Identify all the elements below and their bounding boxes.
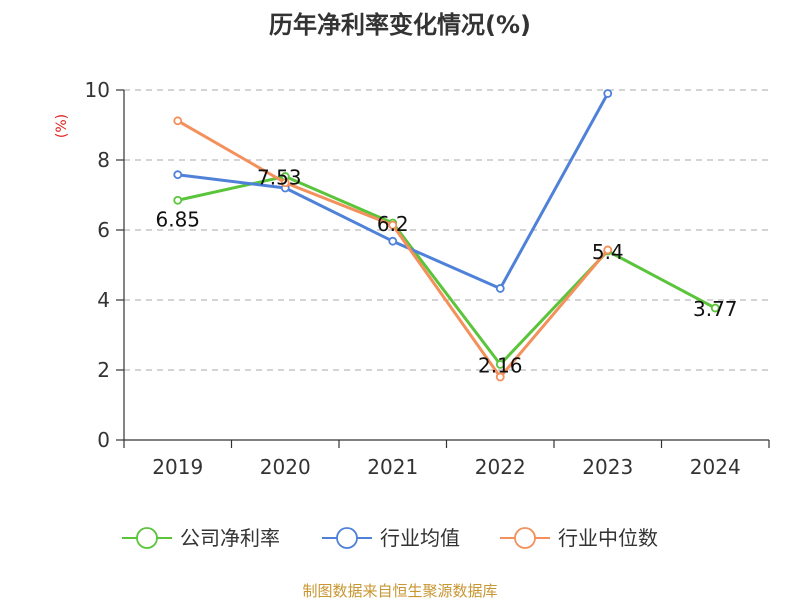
legend-label: 公司净利率: [180, 526, 280, 550]
data-label: 6.85: [155, 207, 200, 231]
data-point: [603, 245, 613, 255]
data-label: 6.2: [377, 212, 409, 236]
y-tick-label: 0: [97, 428, 110, 452]
data-point: [173, 116, 183, 126]
legend-marker: [514, 527, 536, 549]
y-tick-label: 2: [97, 358, 110, 382]
legend-label: 行业中位数: [558, 526, 658, 550]
x-tick-label: 2023: [582, 455, 633, 479]
legend-marker: [336, 527, 358, 549]
data-point: [173, 195, 183, 205]
y-tick-label: 10: [85, 78, 110, 102]
data-point: [388, 220, 398, 230]
data-point: [603, 89, 613, 98]
x-tick-label: 2024: [690, 455, 741, 479]
series-lines: [173, 89, 720, 382]
data-point: [495, 359, 505, 369]
y-axis-unit: (%): [54, 114, 70, 138]
x-tick-label: 2020: [260, 455, 311, 479]
grid-lines: [124, 89, 769, 371]
data-point: [495, 284, 505, 293]
data-label: 3.77: [693, 297, 738, 321]
y-tick-label: 6: [97, 218, 110, 242]
data-point: [495, 372, 505, 382]
legend: 公司净利率 行业均值 行业中位数: [122, 526, 658, 550]
series-line: [177, 119, 609, 379]
data-point: [280, 178, 290, 188]
data-point: [710, 303, 720, 313]
data-point: [173, 170, 183, 180]
x-tick-label: 2019: [152, 455, 203, 479]
data-point: [388, 236, 398, 246]
data-labels: 6.85 7.53 6.2 2.16 5.4 3.77: [155, 165, 737, 377]
axes: 0 2 4 6 8 10 2019 2020 2021 2022 2023 2024: [85, 78, 770, 479]
data-label: 2.16: [478, 353, 523, 377]
data-label: 7.53: [257, 165, 302, 189]
source-note: 制图数据来自恒生聚源数据库: [302, 582, 497, 600]
x-tick-label: 2021: [367, 455, 418, 479]
legend-label: 行业均值: [380, 526, 460, 550]
chart-title: 历年净利率变化情况(%): [269, 11, 531, 39]
y-tick-label: 8: [97, 148, 110, 172]
y-tick-label: 4: [97, 288, 110, 312]
legend-marker: [136, 527, 158, 549]
series-line: [177, 92, 610, 290]
series-line: [177, 174, 716, 366]
x-tick-label: 2022: [475, 455, 526, 479]
data-label: 5.4: [592, 240, 624, 264]
